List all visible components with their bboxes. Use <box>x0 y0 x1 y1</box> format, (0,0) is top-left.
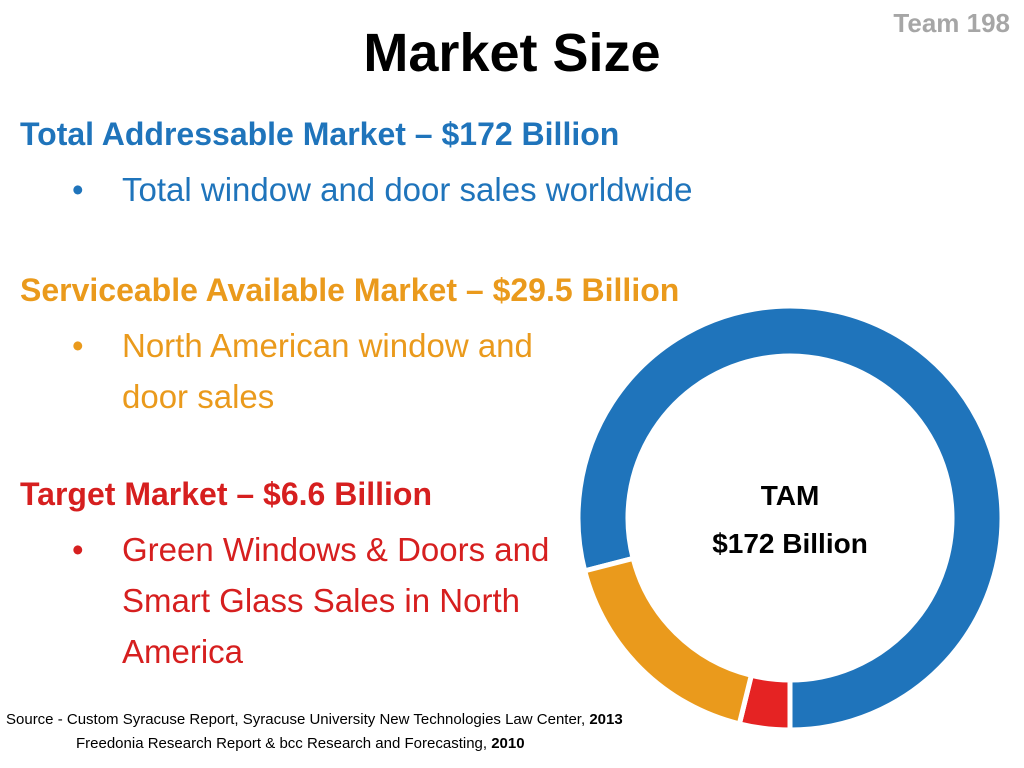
source-line-2: Freedonia Research Report & bcc Research… <box>76 735 525 752</box>
slide-title: Market Size <box>363 23 661 83</box>
target-market-heading: Target Market – $6.6 Billion <box>20 476 432 512</box>
tam-bullet: • Total window and door sales worldwide <box>72 164 852 215</box>
tam-donut-chart <box>580 308 1005 733</box>
donut-center-label-2: $172 Billion <box>712 528 868 559</box>
target-market-bullet-text: Green Windows & Doors and Smart Glass Sa… <box>122 531 550 670</box>
donut-slice-tam <box>580 308 1005 733</box>
tam-bullet-text: Total window and door sales worldwide <box>122 171 693 208</box>
donut-center-label-1: TAM <box>760 480 820 511</box>
sam-heading: Serviceable Available Market – $29.5 Bil… <box>20 272 680 308</box>
sam-bullet: • North American window and door sales <box>72 320 572 422</box>
bullet-dot: • <box>72 171 84 208</box>
sam-bullet-text: North American window and door sales <box>122 327 533 415</box>
target-market-bullet: • Green Windows & Doors and Smart Glass … <box>72 524 572 677</box>
team-label: Team 198 <box>893 8 1010 38</box>
source-line-2-text: Freedonia Research Report & bcc Research… <box>76 735 492 752</box>
source-line-1-year: 2013 <box>589 711 623 728</box>
bullet-dot: • <box>72 327 84 364</box>
donut-slice-sam <box>581 555 755 727</box>
source-line-1: Source - Custom Syracuse Report, Syracus… <box>6 711 623 728</box>
bullet-dot: • <box>72 531 84 568</box>
tam-heading: Total Addressable Market – $172 Billion <box>20 116 620 152</box>
source-line-1-text: Source - Custom Syracuse Report, Syracus… <box>6 711 590 728</box>
source-line-2-year: 2010 <box>491 735 525 752</box>
